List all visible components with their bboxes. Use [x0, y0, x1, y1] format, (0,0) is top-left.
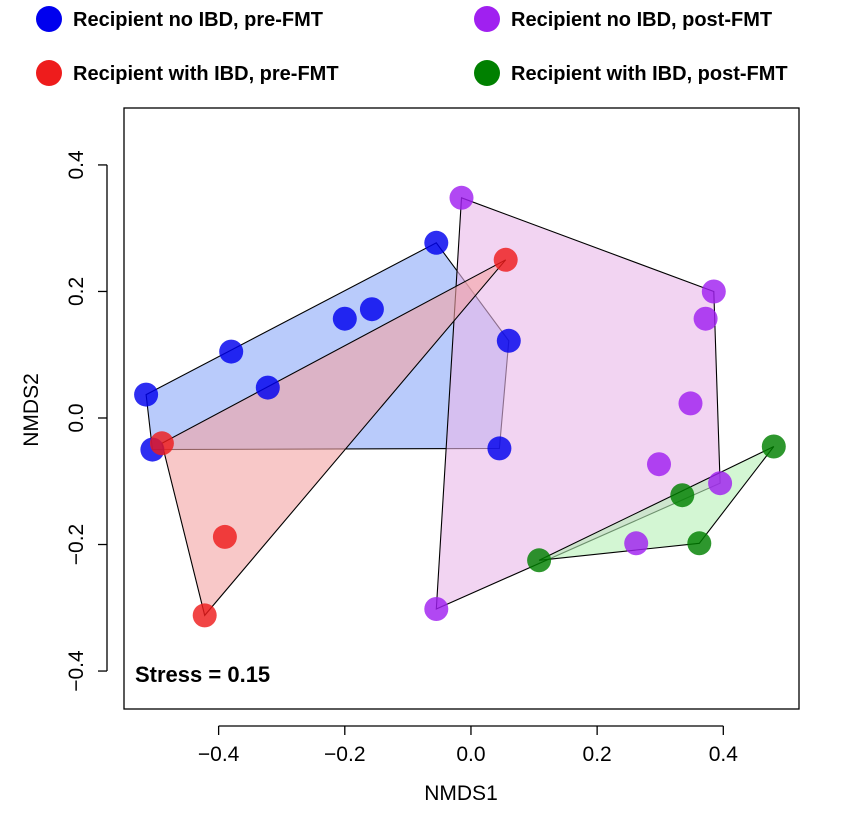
data-point: [670, 483, 695, 508]
legend-item: Recipient no IBD, post-FMT: [474, 6, 772, 32]
legend: Recipient no IBD, pre-FMT Recipient no I…: [36, 6, 788, 86]
data-point: [359, 297, 384, 322]
legend-marker-blue: [36, 6, 62, 32]
data-point: [647, 452, 671, 477]
data-point: [332, 306, 357, 331]
legend-marker-green: [474, 60, 500, 86]
legend-label: Recipient with IBD, post-FMT: [511, 63, 788, 85]
data-point: [527, 548, 552, 573]
data-point: [496, 328, 521, 353]
legend-item: Recipient with IBD, post-FMT: [474, 60, 788, 86]
x-tick-label: −0.2: [324, 743, 365, 766]
x-axis: −0.4 −0.2 0.0 0.2 0.4: [198, 725, 739, 766]
data-point: [624, 531, 649, 556]
y-axis-title: NMDS2: [20, 373, 43, 447]
y-tick-label: −0.2: [65, 524, 88, 565]
y-tick-label: 0.2: [65, 277, 88, 306]
x-tick-label: 0.0: [456, 743, 485, 766]
data-point: [487, 436, 512, 461]
data-point: [493, 247, 518, 272]
legend-label: Recipient no IBD, post-FMT: [511, 9, 772, 31]
data-point: [678, 391, 703, 416]
data-point: [424, 230, 449, 255]
y-tick-label: 0.4: [65, 150, 88, 180]
data-point: [708, 471, 733, 496]
data-point: [134, 382, 159, 407]
x-tick-label: 0.2: [583, 743, 612, 766]
data-point: [192, 603, 217, 628]
legend-marker-purple: [474, 6, 500, 32]
data-point: [687, 531, 712, 556]
hull-layer: [145, 197, 775, 617]
data-point: [761, 434, 786, 459]
data-point: [212, 524, 237, 549]
y-tick-label: 0.0: [65, 403, 88, 432]
y-tick-label: −0.4: [65, 650, 88, 692]
x-tick-label: 0.4: [709, 743, 739, 766]
y-axis: −0.4 −0.2 0.0 0.2 0.4: [65, 150, 108, 692]
hull-polygon: [161, 259, 507, 617]
x-axis-title: NMDS1: [424, 782, 498, 805]
x-tick-label: −0.4: [198, 743, 240, 766]
legend-marker-red: [36, 60, 62, 86]
data-point: [255, 375, 280, 400]
stress-annotation: Stress = 0.15: [135, 662, 270, 687]
legend-item: Recipient with IBD, pre-FMT: [36, 60, 339, 86]
legend-label: Recipient with IBD, pre-FMT: [73, 63, 339, 85]
legend-label: Recipient no IBD, pre-FMT: [73, 9, 323, 31]
plot-frame: [123, 107, 800, 710]
data-point: [693, 306, 718, 331]
data-point: [701, 279, 726, 304]
data-point: [149, 431, 174, 456]
legend-item: Recipient no IBD, pre-FMT: [36, 6, 323, 32]
data-point: [219, 339, 244, 364]
point-layer: [134, 185, 786, 628]
data-point: [424, 597, 449, 621]
data-point: [449, 185, 474, 210]
